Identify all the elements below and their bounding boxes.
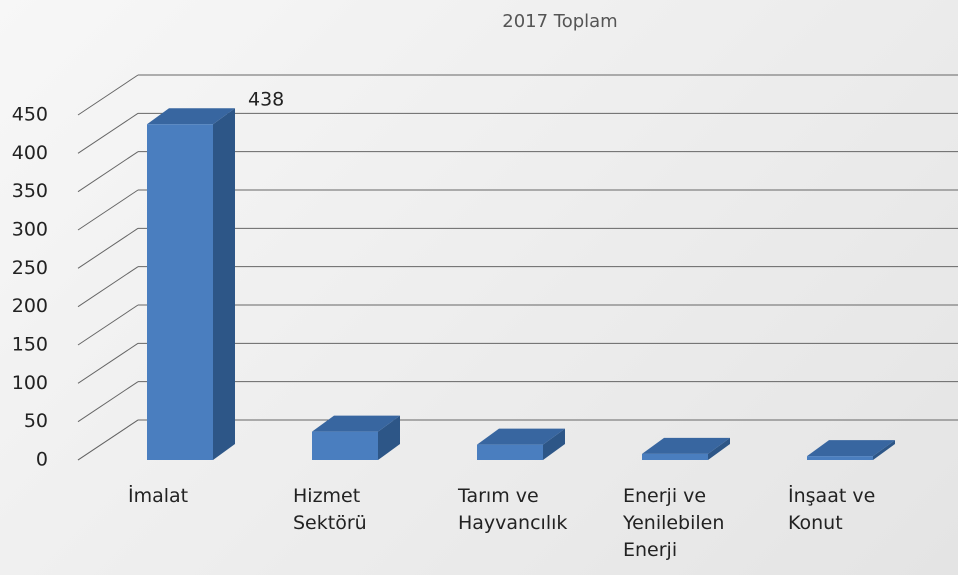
bar-front [642, 453, 708, 460]
bar-top [642, 437, 730, 454]
y-tick-label: 200 [12, 295, 48, 317]
y-tick-label: 150 [12, 334, 48, 356]
grid-line [77, 342, 139, 384]
y-tick-label: 300 [12, 219, 48, 241]
grid-line [77, 151, 139, 193]
x-tick-label: İmalat [128, 485, 189, 507]
bar-top [147, 108, 235, 125]
bar-front [147, 124, 213, 460]
x-tick-label: Tarım ve Hayvancılık [458, 485, 568, 534]
grid-line [77, 381, 139, 423]
x-tick-label: İnşaat ve Konut [788, 485, 876, 534]
grid-line [77, 227, 139, 269]
y-tick-label: 350 [12, 180, 48, 202]
bar-top [477, 428, 565, 445]
grid-line [77, 419, 139, 461]
bar-front [807, 456, 873, 460]
bar [312, 415, 400, 460]
x-tick-label: Hizmet Sektörü [293, 485, 367, 534]
y-tick-label: 450 [12, 104, 48, 126]
grid-line [77, 266, 139, 308]
grid-line [77, 74, 139, 116]
chart-title: 2017 Toplam [502, 11, 617, 32]
y-tick-label: 250 [12, 257, 48, 279]
bar-top [807, 440, 895, 457]
grid-line [77, 304, 139, 346]
grid-line [77, 112, 139, 154]
bar-side [378, 415, 400, 460]
bar [807, 440, 895, 460]
bar-front [477, 444, 543, 460]
y-tick-label: 400 [12, 142, 48, 164]
bar-side [213, 108, 235, 460]
bar-side [708, 437, 730, 460]
bar-front [312, 431, 378, 460]
y-tick-label: 100 [12, 372, 48, 394]
y-tick-label: 50 [24, 410, 48, 432]
bar [477, 428, 565, 460]
grid-line [77, 189, 139, 231]
bar [642, 437, 730, 460]
x-tick-label: Enerji ve Yenilebilen Enerji [623, 485, 725, 561]
bar-side [873, 440, 895, 460]
bar-top [312, 415, 400, 432]
y-tick-label: 0 [36, 449, 48, 471]
data-label: 438 [248, 89, 284, 111]
bar-side [543, 428, 565, 460]
bar [147, 108, 235, 460]
